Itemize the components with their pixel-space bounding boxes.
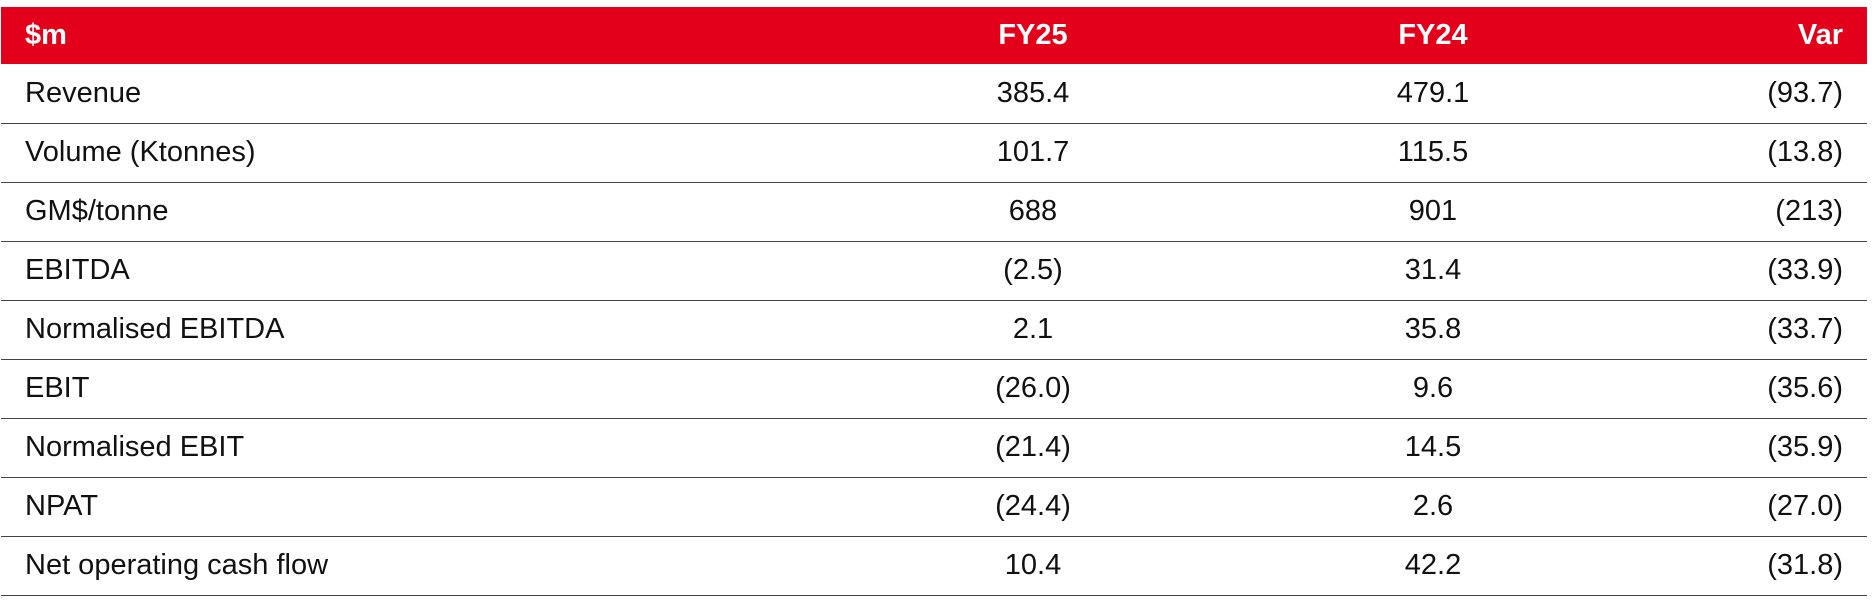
header-fy25: FY25 [998,19,1068,51]
row-label: EBIT [25,372,90,404]
row-label: EBITDA [25,254,130,286]
table-row: EBIT (26.0) 9.6 (35.6) [1,359,1867,418]
row-label: Normalised EBITDA [25,313,285,345]
row-fy24-value: 9.6 [1412,372,1454,404]
table-row: Net operating cash flow 10.4 42.2 (31.8) [1,536,1867,595]
row-var-value: (35.6) [1767,372,1843,404]
row-var-value: (213) [1775,195,1843,227]
row-fy25-value: 2.1 [1012,313,1054,345]
row-fy25-value: 10.4 [1004,549,1062,581]
financial-summary-table: $m FY25 FY24 Var Revenue 385.4 479.1 (93… [1,7,1867,596]
row-label: Volume (Ktonnes) [25,136,256,168]
row-label: NPAT [25,490,99,522]
table-header: $m FY25 FY24 Var [1,7,1867,64]
row-var-value: (35.9) [1767,431,1843,463]
row-label: GM$/tonne [25,195,169,227]
row-var-value: (33.9) [1767,254,1843,286]
row-fy24-value: 479.1 [1396,76,1470,109]
row-var-value: (13.8) [1767,136,1843,168]
table-body: Revenue 385.4 479.1 (93.7) Volume (Ktonn… [1,64,1867,595]
table-row: NPAT (24.4) 2.6 (27.0) [1,477,1867,536]
header-row: $m FY25 FY24 Var [1,7,1867,64]
row-fy25-value: (21.4) [995,431,1071,463]
header-fy24: FY24 [1398,19,1468,51]
row-label: Revenue [25,76,142,109]
row-fy24-value: 14.5 [1404,431,1462,463]
row-fy24-value: 115.5 [1397,136,1469,168]
row-fy25-value: (2.5) [1003,254,1063,286]
row-fy25-value: (24.4) [995,490,1071,522]
header-units-label: $m [25,19,67,51]
row-fy24-value: 42.2 [1404,549,1462,581]
table-row: Normalised EBITDA 2.1 35.8 (33.7) [1,300,1867,359]
row-fy24-value: 31.4 [1404,254,1462,286]
row-var-value: (93.7) [1767,76,1843,109]
row-fy25-value: 385.4 [996,76,1070,109]
table-row: GM$/tonne 688 901 (213) [1,182,1867,241]
row-var-value: (27.0) [1767,490,1843,522]
header-var: Var [1797,19,1843,51]
row-fy25-value: (26.0) [995,372,1071,404]
table-row: Volume (Ktonnes) 101.7 115.5 (13.8) [1,123,1867,182]
row-fy25-value: 101.7 [996,136,1070,168]
row-fy24-value: 2.6 [1412,490,1454,522]
row-var-value: (33.7) [1767,313,1843,345]
table-row: Normalised EBIT (21.4) 14.5 (35.9) [1,418,1867,477]
table-row: EBITDA (2.5) 31.4 (33.9) [1,241,1867,300]
table-row: Revenue 385.4 479.1 (93.7) [1,64,1867,123]
row-fy25-value: 688 [1008,195,1058,227]
row-fy24-value: 901 [1408,195,1458,227]
financial-summary-table-container: $m FY25 FY24 Var Revenue 385.4 479.1 (93… [1,7,1867,596]
row-label: Net operating cash flow [25,549,329,581]
row-var-value: (31.8) [1767,549,1843,581]
row-label: Normalised EBIT [25,431,245,463]
row-fy24-value: 35.8 [1404,313,1462,345]
